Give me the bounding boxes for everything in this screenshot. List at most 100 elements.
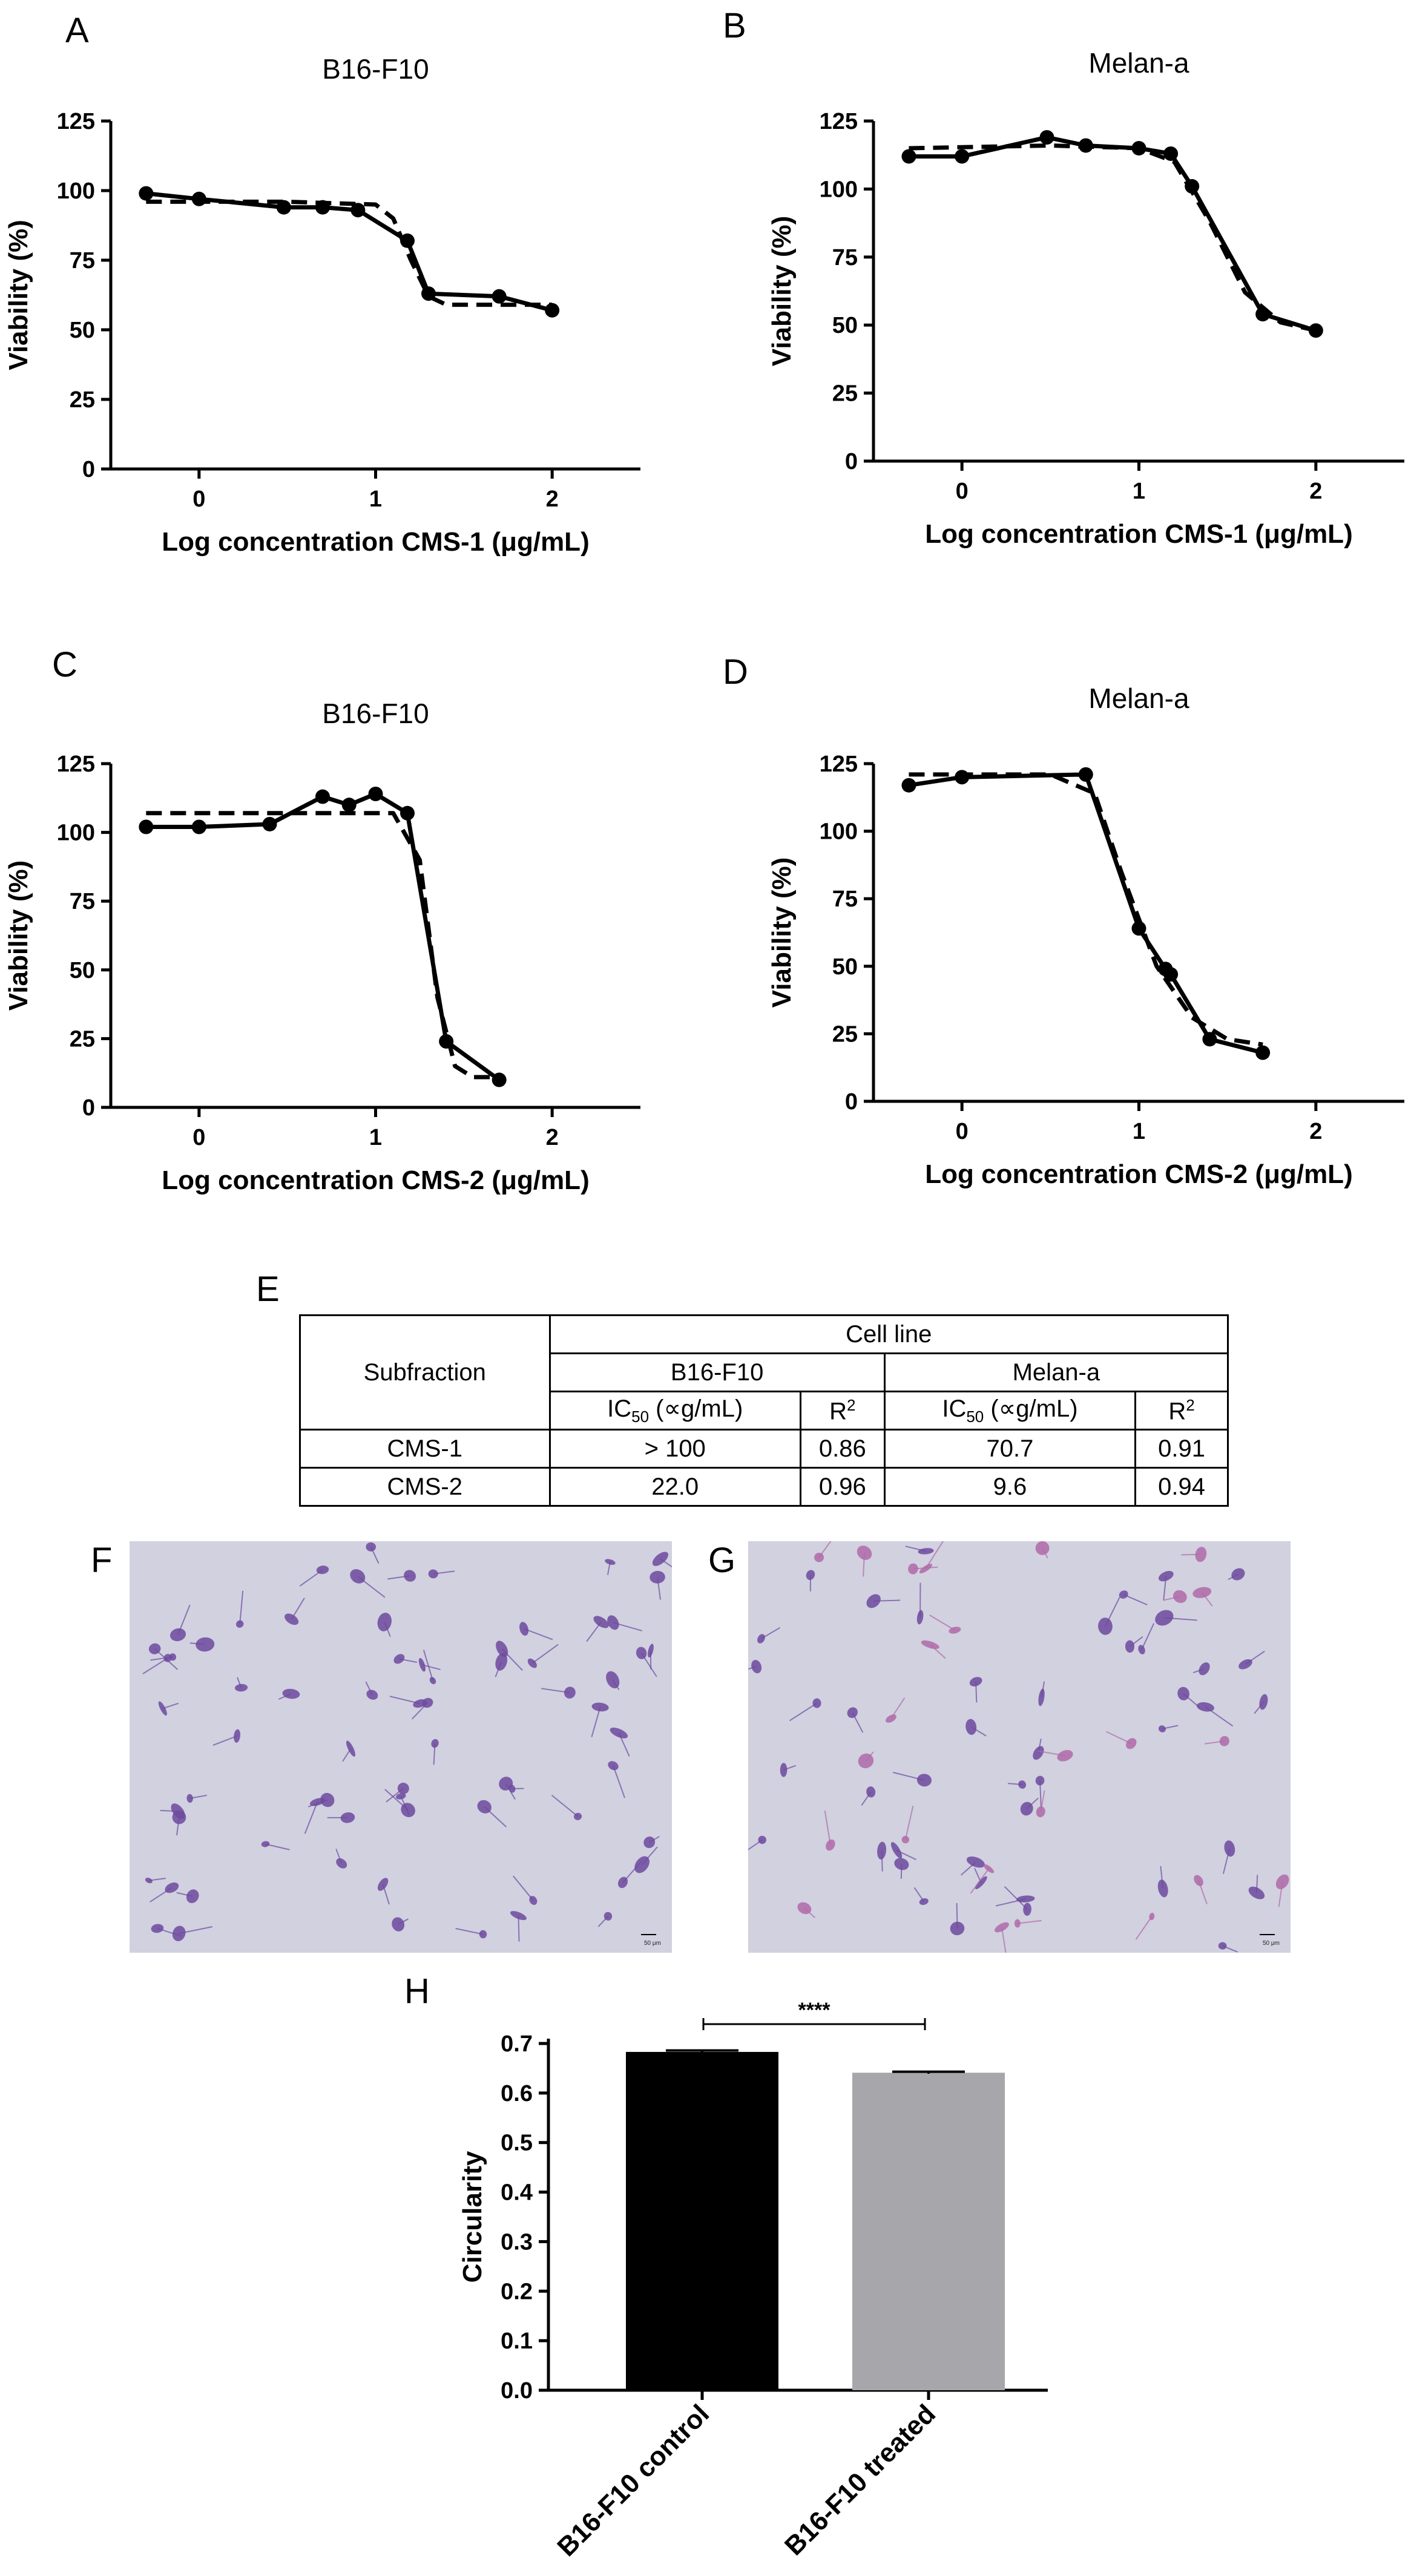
- cell-process: [881, 1850, 883, 1872]
- cell-process: [278, 1693, 292, 1700]
- cell-body: [366, 1689, 378, 1700]
- cell-process: [789, 1702, 818, 1722]
- cell-body: [261, 1841, 270, 1847]
- x-axis-label: Log concentration CMS-2 (μg/mL): [925, 1159, 1352, 1189]
- cell-process: [176, 1817, 180, 1836]
- cell-process: [484, 1806, 507, 1827]
- cell-process: [237, 1677, 242, 1688]
- cell-process: [1160, 1866, 1164, 1889]
- cell-process: [1141, 1623, 1155, 1650]
- cell-process: [179, 1926, 213, 1935]
- cell-process: [423, 1650, 433, 1681]
- cell-body: [984, 1864, 995, 1873]
- y-axis-label: Viability (%): [767, 857, 797, 1008]
- data-point: [262, 816, 277, 831]
- cell-process: [641, 1846, 658, 1866]
- x-axis-label: Log concentration CMS-1 (μg/mL): [925, 519, 1352, 549]
- cell-process: [433, 1570, 455, 1575]
- y-tick-label: 0: [845, 449, 858, 474]
- cell-process: [335, 1849, 343, 1864]
- b16-r2-header: R2: [799, 1391, 886, 1431]
- y-tick-label: 0.4: [501, 2180, 533, 2206]
- table-row: CMS-1 > 100 0.86 70.7 0.91: [299, 1429, 1229, 1469]
- y-tick-label: 75: [832, 245, 858, 270]
- cell-process: [970, 1868, 990, 1894]
- cell-process: [607, 1561, 611, 1575]
- y-tick-label: 125: [820, 752, 858, 777]
- cell-body: [1275, 1874, 1289, 1890]
- scale-bar-label-control: 50 μm: [644, 1940, 661, 1947]
- cell-body: [969, 1677, 982, 1686]
- data-point: [139, 186, 154, 201]
- cell-process: [783, 1765, 797, 1771]
- cell-process: [1040, 1790, 1045, 1812]
- cell-process: [896, 1849, 916, 1861]
- cell-process: [970, 1726, 987, 1737]
- cell-process: [177, 1604, 191, 1635]
- y-tick-label: 0.2: [501, 2279, 533, 2304]
- cell-process: [422, 1664, 441, 1671]
- cell-body: [163, 1654, 172, 1662]
- cell-process: [613, 1622, 642, 1631]
- cell-process: [613, 1765, 625, 1798]
- cell-body: [866, 1594, 881, 1608]
- cell-process: [1201, 1592, 1213, 1607]
- cell-process: [495, 1662, 502, 1677]
- y-tick-label: 75: [70, 248, 95, 274]
- data-point: [545, 303, 560, 318]
- cell-process: [905, 1545, 926, 1552]
- cell-body: [593, 1616, 609, 1628]
- data-point: [901, 778, 916, 793]
- cell-process: [1192, 1668, 1205, 1674]
- cell-body: [877, 1841, 887, 1860]
- cell-body: [1158, 1571, 1174, 1582]
- x-tick-label: B16-F10 control: [551, 2399, 715, 2562]
- cell-process: [513, 1875, 534, 1901]
- cell-process: [304, 1801, 318, 1834]
- melan-r2-value: 0.91: [1134, 1429, 1229, 1469]
- cell-body: [392, 1917, 405, 1932]
- y-tick-label: 0.3: [501, 2229, 533, 2255]
- cell-body: [965, 1719, 977, 1735]
- cell-process: [342, 1748, 352, 1762]
- cell-process: [892, 1772, 925, 1781]
- cell-process: [162, 1702, 179, 1709]
- circularity-bar-chart: 0.0 0.1 0.2 0.3 0.4 0.5 0.6 0.7 Circularity B16-F…: [458, 1999, 1048, 2562]
- cell-body: [921, 1640, 939, 1650]
- data-point: [191, 819, 206, 834]
- panel-letter-g: G: [708, 1541, 735, 1580]
- data-point: [1202, 1032, 1217, 1047]
- data-point: [1163, 146, 1179, 161]
- cell-process: [1017, 1919, 1042, 1924]
- cell-process: [148, 1878, 166, 1881]
- cell-process: [863, 1552, 866, 1577]
- cell-body: [404, 1570, 416, 1582]
- y-tick-label: 100: [820, 819, 858, 845]
- cell-body: [336, 1858, 347, 1869]
- x-tick-label: 1: [1133, 479, 1145, 504]
- cell-process: [1037, 1750, 1065, 1757]
- y-tick-label: 25: [832, 1021, 858, 1047]
- cell-process: [1008, 1783, 1022, 1786]
- y-tick-label: 50: [70, 318, 95, 343]
- cell-process: [265, 1843, 290, 1850]
- cell-process: [1123, 1594, 1148, 1606]
- cell-process: [824, 1811, 831, 1846]
- cell-process: [1164, 1617, 1197, 1621]
- cell-process: [541, 1688, 570, 1694]
- cell-process: [189, 1642, 205, 1645]
- cell-process: [212, 1735, 237, 1746]
- cell-body: [1157, 1880, 1168, 1898]
- y-tick-label: 25: [70, 1026, 95, 1052]
- b16-ic50-header: IC50 (∝g/mL): [548, 1391, 801, 1431]
- y-tick-label: 75: [70, 889, 95, 914]
- fit-curve-dashed: [909, 772, 1263, 1047]
- cell-process: [913, 1887, 925, 1903]
- data-point: [400, 805, 415, 821]
- cell-body: [1259, 1694, 1268, 1710]
- cell-process: [1222, 1945, 1238, 1953]
- cell-body: [1158, 1725, 1166, 1732]
- y-tick-label: 0.7: [501, 2031, 533, 2057]
- y-tick-label: 0.1: [501, 2329, 533, 2354]
- significance-label: ****: [798, 1999, 831, 2022]
